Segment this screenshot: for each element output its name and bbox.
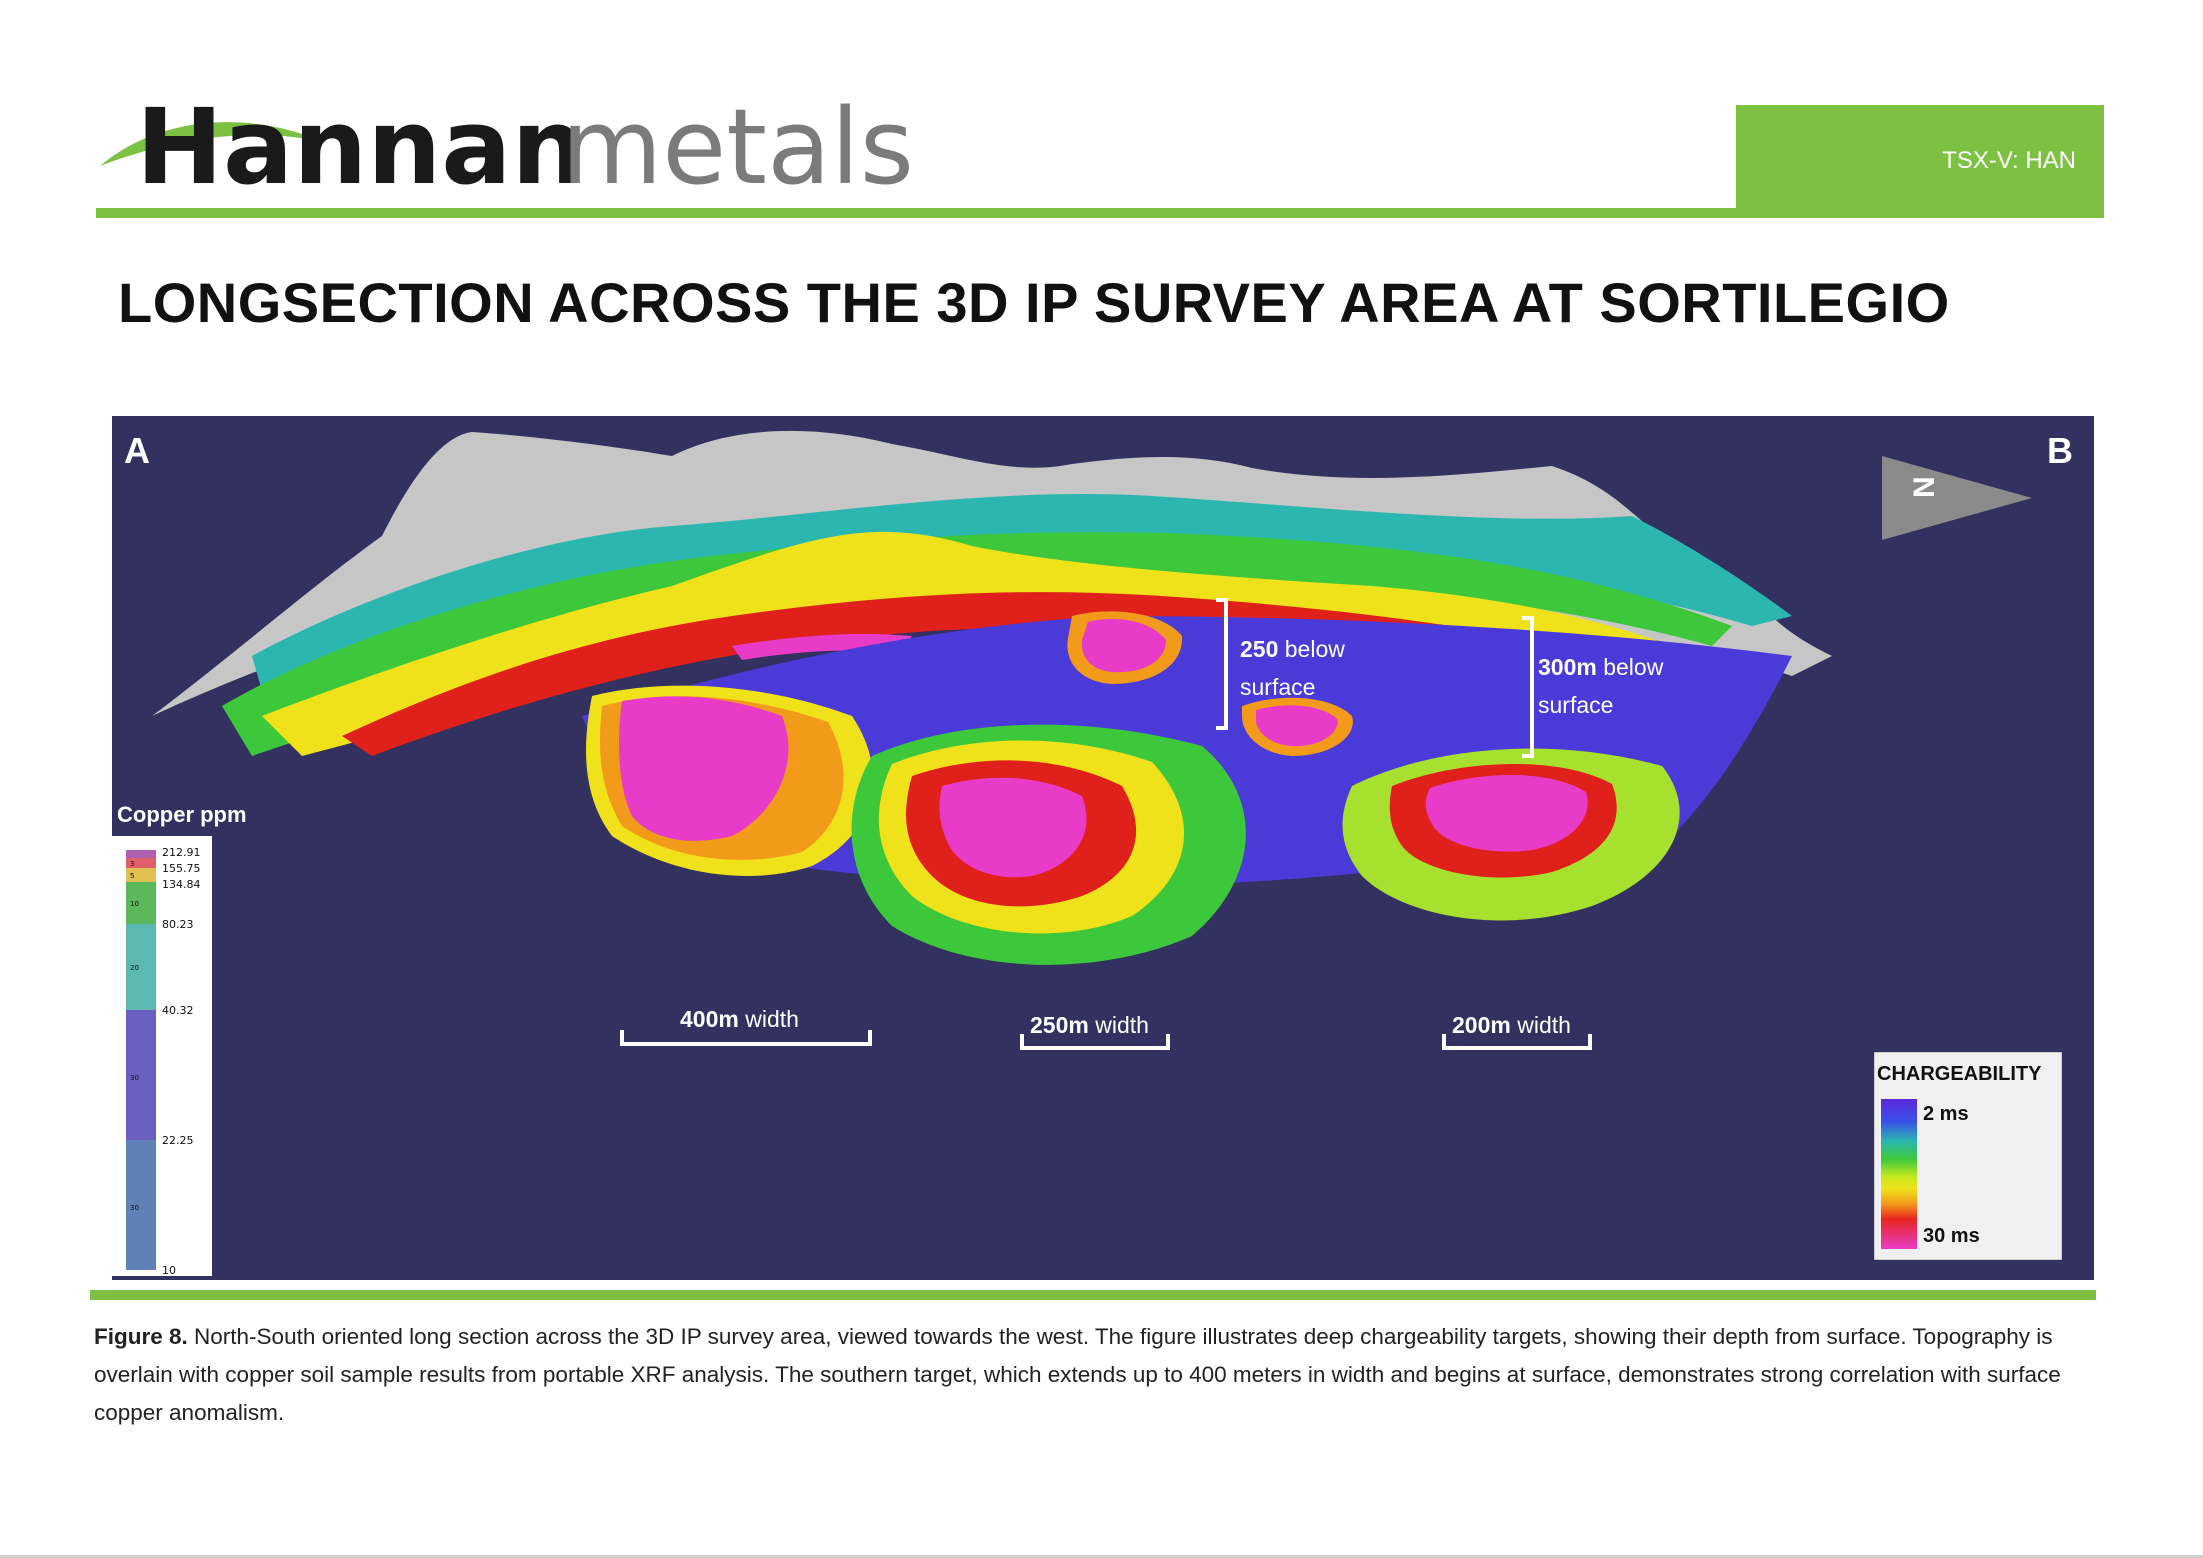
footer-line (0, 1555, 2203, 1558)
target-south-magenta (619, 696, 789, 841)
logo-word-2: metals (561, 88, 914, 198)
section-corner-a: A (124, 430, 150, 471)
north-arrow: N (1882, 456, 2032, 540)
svg-text:20: 20 (130, 964, 139, 972)
target-upper-magenta (1081, 618, 1166, 673)
depth-bracket-250 (1216, 598, 1228, 730)
width-label-400: 400m width (680, 1006, 799, 1032)
target-central-magenta (939, 777, 1087, 878)
north-label: N (1908, 476, 1941, 498)
copper-tick: 10 (162, 1264, 176, 1276)
width-label-200: 200m width (1452, 1012, 1571, 1038)
svg-text:3: 3 (130, 860, 134, 868)
ip-survey-3d-render: N (152, 430, 2032, 1050)
header-rule (96, 208, 2104, 218)
chargeability-legend-title: CHARGEABILITY (1877, 1063, 2042, 1085)
width-bar-250 (1020, 1034, 1170, 1050)
copper-tick: 80.23 (162, 918, 194, 931)
topography-surface (152, 430, 1832, 716)
svg-text:30: 30 (130, 1204, 139, 1212)
chargeability-min-label: 2 ms (1923, 1103, 1969, 1125)
copper-legend-title: Copper ppm (117, 802, 247, 827)
depth-bracket-300 (1522, 616, 1534, 758)
company-logo: Hannan metals (96, 86, 956, 208)
ticker-box: TSX-V: HAN (1736, 105, 2104, 211)
width-bar-200 (1442, 1034, 1592, 1050)
figure-rule (90, 1290, 2096, 1300)
caption-text: North-South oriented long section across… (94, 1324, 2061, 1425)
longsection-figure: N A B 250 below surface 300m below surfa… (112, 416, 2094, 1280)
ticker-symbol: TSX-V: HAN (1942, 147, 2076, 174)
width-label-250: 250m width (1030, 1012, 1149, 1038)
svg-text:10: 10 (130, 900, 139, 908)
target-north-magenta (1425, 774, 1588, 852)
depth-annotation-300: 300m below surface (1538, 654, 1664, 718)
chargeability-max-label: 30 ms (1923, 1225, 1980, 1247)
page-title: LONGSECTION ACROSS THE 3D IP SURVEY AREA… (118, 271, 1950, 334)
depth-annotation-250: 250 below surface (1240, 636, 1345, 700)
copper-legend: 3 5 10 20 30 30 212.91 155.75 134.84 80.… (112, 836, 212, 1277)
caption-label: Figure 8. (94, 1324, 188, 1349)
copper-band-magenta (732, 634, 912, 660)
chargeability-legend: CHARGEABILITY 2 ms 30 ms (1874, 1052, 2062, 1260)
logo-word-1: Hannan (136, 88, 586, 198)
width-bar-400 (620, 1030, 872, 1046)
copper-tick: 134.84 (162, 878, 201, 891)
figure-caption: Figure 8. North-South oriented long sect… (94, 1318, 2104, 1432)
copper-tick: 155.75 (162, 862, 201, 875)
section-corner-b: B (2047, 430, 2073, 471)
copper-tick: 40.32 (162, 1004, 194, 1017)
svg-text:30: 30 (130, 1074, 139, 1082)
copper-band-yellow (262, 531, 1672, 756)
copper-tick: 22.25 (162, 1134, 194, 1147)
target-mid-magenta (1256, 705, 1338, 747)
logo-swoosh (100, 122, 326, 166)
svg-text:5: 5 (130, 872, 134, 880)
copper-tick: 212.91 (162, 846, 201, 859)
chargeability-color-ramp (1881, 1099, 1917, 1249)
